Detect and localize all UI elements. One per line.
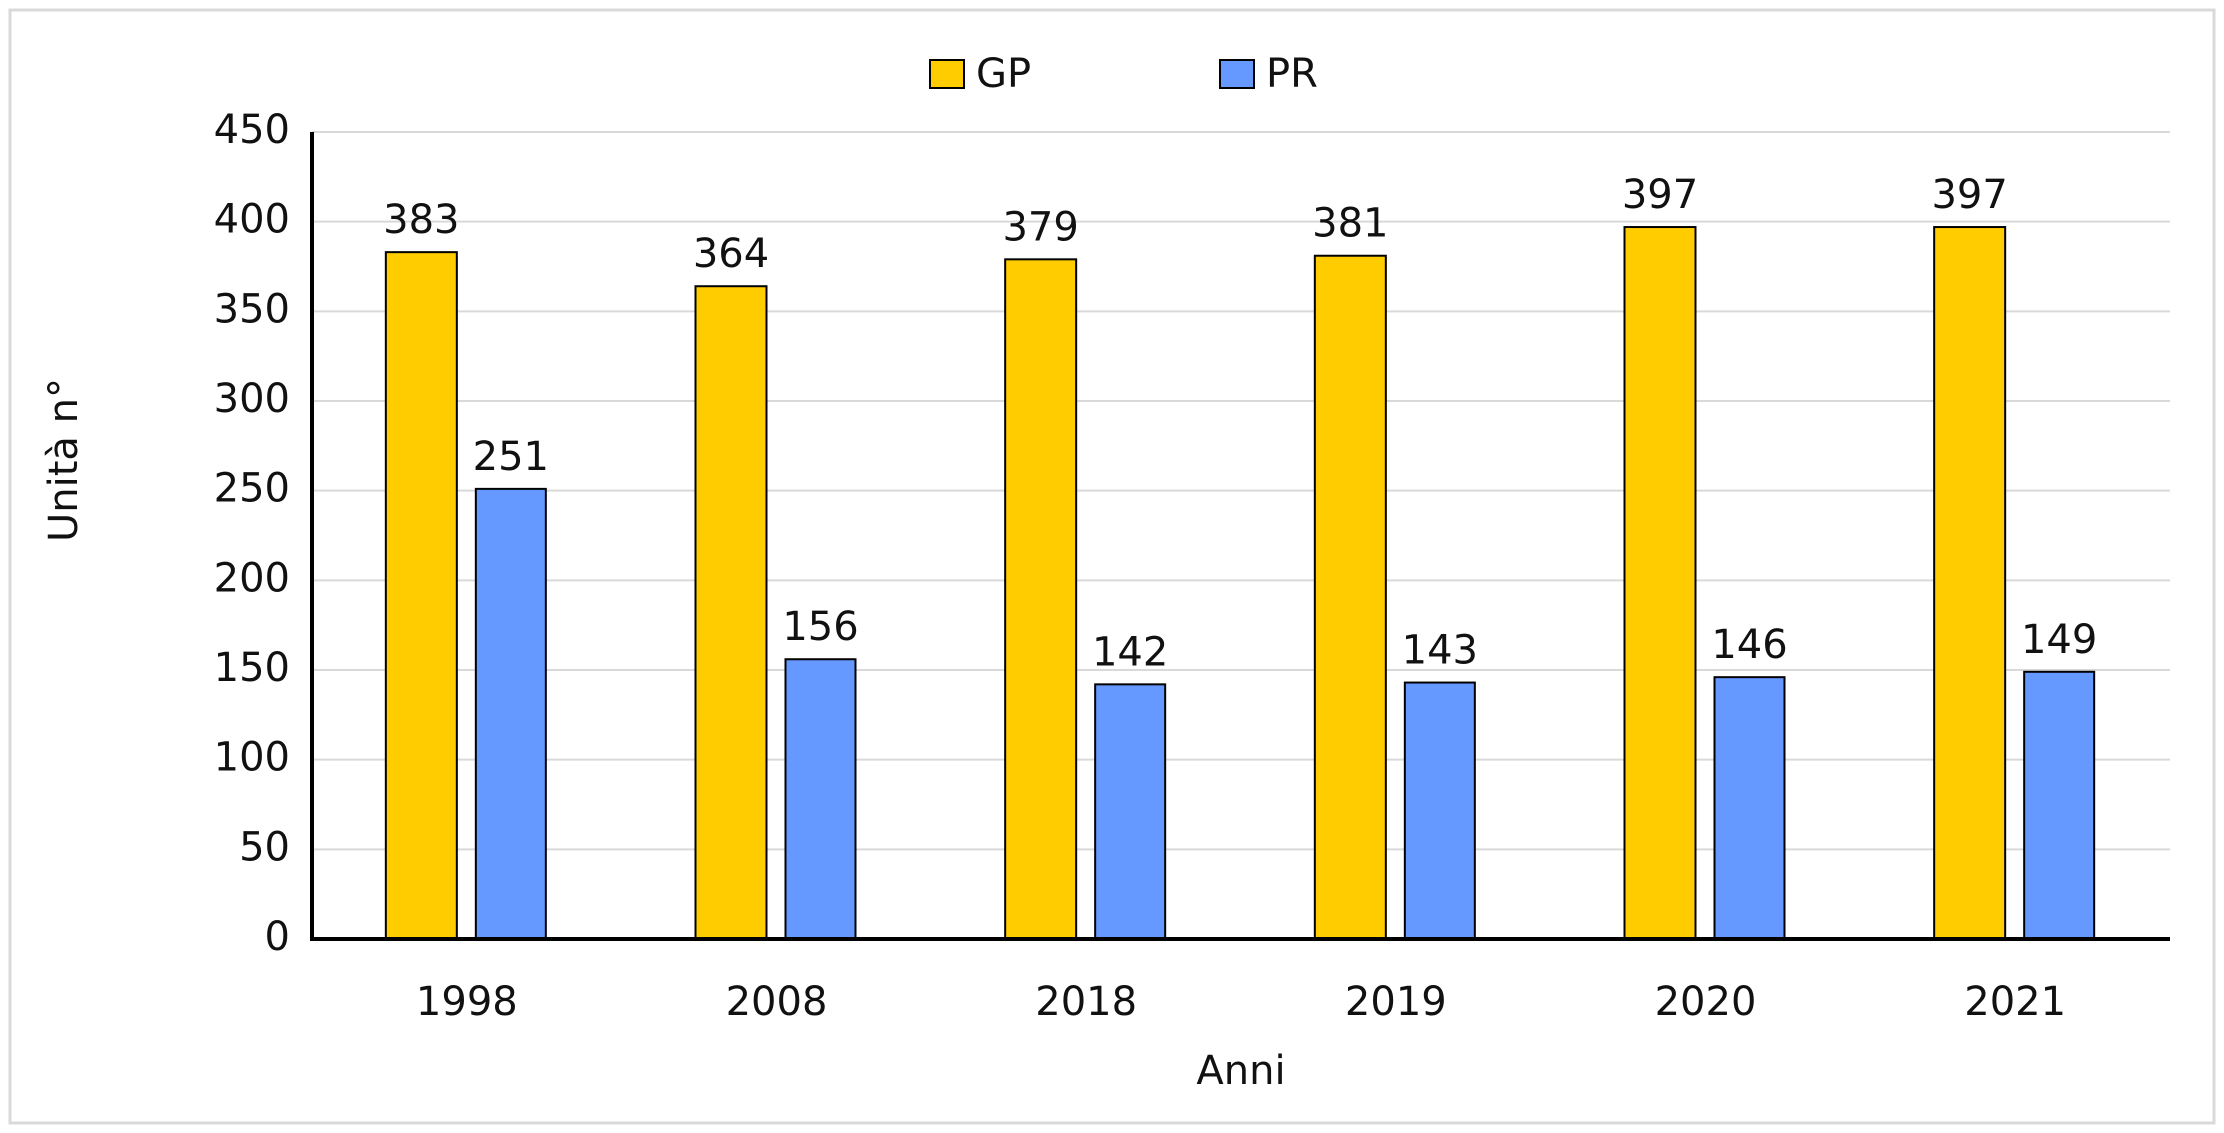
y-tick-label: 150 <box>214 645 290 691</box>
y-tick-label: 50 <box>239 824 290 870</box>
y-tick-label: 300 <box>214 376 290 422</box>
data-label: 364 <box>693 231 769 277</box>
data-label: 143 <box>1402 628 1478 674</box>
legend-swatch <box>929 59 965 89</box>
x-tick-label: 2019 <box>1345 979 1447 1025</box>
y-tick-label: 200 <box>214 555 290 601</box>
y-tick-label: 100 <box>214 735 290 781</box>
bar <box>784 658 857 940</box>
chart-frame <box>8 8 2216 1125</box>
bar <box>694 285 768 940</box>
data-label: 397 <box>1622 172 1698 218</box>
x-tick-label: 2021 <box>1964 979 2066 1025</box>
data-label: 381 <box>1312 201 1388 247</box>
bar <box>1313 254 1387 941</box>
data-label: 149 <box>2021 617 2097 663</box>
x-axis-title: Anni <box>1196 1048 1285 1094</box>
bar <box>1403 681 1476 940</box>
bar <box>1933 226 2007 940</box>
bar <box>1094 683 1167 941</box>
y-tick-label: 0 <box>265 914 290 960</box>
data-label: 397 <box>1931 172 2007 218</box>
y-tick-label: 400 <box>214 197 290 243</box>
data-label: 383 <box>383 197 459 243</box>
bar <box>474 487 547 940</box>
data-label: 156 <box>782 604 858 650</box>
y-tick-label: 250 <box>214 466 290 512</box>
y-tick-label: 350 <box>214 286 290 332</box>
legend-label: PR <box>1266 51 1318 97</box>
y-tick-label: 450 <box>214 107 290 153</box>
data-label: 251 <box>473 434 549 480</box>
bar <box>2023 670 2096 940</box>
data-label: 142 <box>1092 629 1168 675</box>
legend-label: GP <box>976 51 1031 97</box>
data-label: 146 <box>1711 622 1787 668</box>
bar <box>1623 226 1697 940</box>
y-axis-title: Unità n° <box>41 378 87 542</box>
bar <box>1004 258 1078 940</box>
bar <box>1713 676 1786 940</box>
bar <box>384 251 458 941</box>
data-label: 379 <box>1002 204 1078 250</box>
x-tick-label: 1998 <box>416 979 518 1025</box>
x-tick-label: 2008 <box>726 979 828 1025</box>
legend-swatch <box>1219 59 1255 89</box>
x-tick-label: 2018 <box>1035 979 1137 1025</box>
x-tick-label: 2020 <box>1655 979 1757 1025</box>
